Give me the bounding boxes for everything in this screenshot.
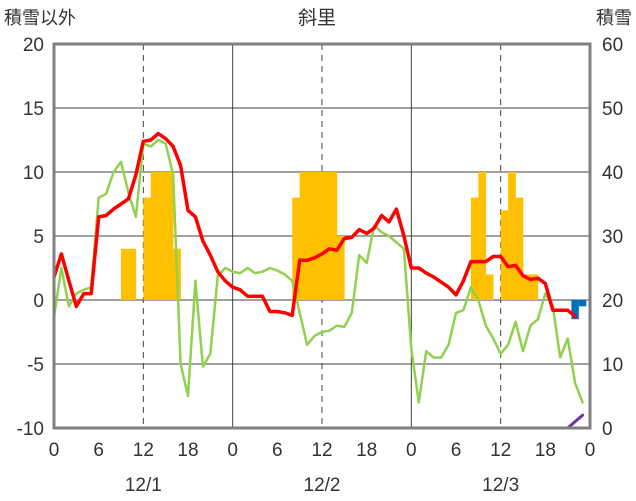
left-tick-label: -5 — [27, 355, 44, 376]
precip-bar — [500, 210, 509, 300]
precip-bar — [143, 197, 152, 300]
x-tick-label: 18 — [356, 440, 377, 461]
x-tick-label: 0 — [406, 440, 417, 461]
left-tick-label: 5 — [33, 227, 44, 248]
precip-bar — [478, 172, 487, 300]
x-tick-label: 6 — [451, 440, 462, 461]
left-tick-label: -10 — [17, 419, 44, 440]
x-tick-label: 6 — [272, 440, 283, 461]
precip-bar — [292, 197, 300, 300]
temperature-line — [52, 131, 577, 319]
x-tick-label: 12 — [490, 440, 511, 461]
dewpoint-line — [52, 138, 584, 404]
precip-bar — [165, 172, 174, 300]
x-tick-label: 6 — [93, 440, 104, 461]
precip-bar — [329, 172, 338, 300]
plot-frame — [52, 42, 592, 430]
precip-bar — [530, 274, 539, 300]
precip-bar — [336, 236, 345, 300]
precip-bar — [128, 248, 137, 300]
precip-bar — [150, 172, 159, 300]
left-tick-label: 20 — [23, 35, 44, 56]
day-label: 12/1 — [125, 475, 162, 496]
snow-depth-line — [52, 413, 585, 430]
snow-change-bar — [571, 300, 579, 320]
precip-bar — [485, 274, 494, 300]
x-tick-label: 0 — [585, 440, 596, 461]
right-tick-label: 50 — [602, 99, 623, 120]
chart-title: 斜里 — [298, 7, 336, 29]
right-tick-label: 10 — [602, 355, 623, 376]
left-tick-label: 15 — [23, 99, 44, 120]
day-label: 12/2 — [304, 475, 341, 496]
snow-change-bar — [578, 300, 587, 307]
precip-bar — [314, 172, 323, 300]
left-tick-label: 0 — [33, 291, 44, 312]
precip-bar — [307, 172, 315, 300]
x-tick-label: 0 — [49, 440, 60, 461]
right-axis-title: 積雪 — [596, 8, 632, 28]
x-tick-label: 18 — [535, 440, 556, 461]
precip-bar — [158, 172, 166, 300]
right-tick-label: 60 — [602, 35, 623, 56]
day-label: 12/3 — [482, 475, 519, 496]
precip-bar — [508, 172, 516, 300]
x-tick-label: 12 — [311, 440, 332, 461]
right-tick-label: 40 — [602, 163, 623, 184]
right-tick-label: 20 — [602, 291, 623, 312]
x-tick-label: 0 — [227, 440, 238, 461]
precip-bar — [121, 248, 129, 300]
precip-bar — [322, 172, 330, 300]
right-tick-label: 30 — [602, 227, 623, 248]
precip-bar — [515, 197, 524, 300]
left-tick-label: 10 — [23, 163, 44, 184]
x-tick-label: 18 — [177, 440, 198, 461]
x-tick-label: 12 — [133, 440, 154, 461]
precip-bar — [470, 197, 479, 300]
precip-bar — [523, 274, 531, 300]
left-axis-title: 積雪以外 — [4, 8, 76, 28]
precip-bar — [299, 172, 308, 300]
right-tick-label: 0 — [602, 419, 613, 440]
